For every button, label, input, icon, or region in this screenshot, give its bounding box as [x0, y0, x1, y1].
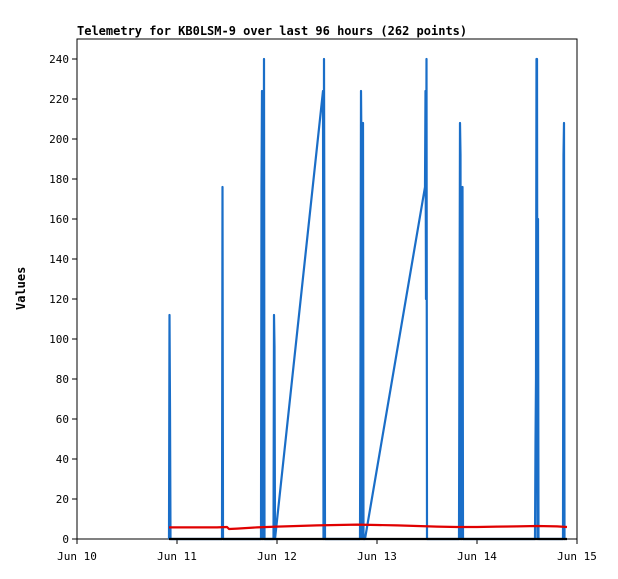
x-tick-label: Jun 11	[157, 550, 197, 563]
y-tick-label: 200	[49, 133, 69, 146]
series-group	[167, 57, 568, 541]
y-tick-label: 0	[62, 533, 69, 546]
y-tick-label: 80	[56, 373, 69, 386]
x-axis: Jun 10 Jun 11 Jun 12 Jun 13 Jun 14 Jun 15	[57, 539, 597, 563]
y-tick-label: 40	[56, 453, 69, 466]
x-tick-label: Jun 10	[57, 550, 97, 563]
y-axis: 0 20 40 60 80 100 120 140 160 180 200 220 240	[49, 53, 77, 546]
series-line-0	[167, 57, 566, 541]
y-tick-label: 60	[56, 413, 69, 426]
x-tick-label: Jun 14	[457, 550, 497, 563]
y-tick-label: 180	[49, 173, 69, 186]
y-tick-label: 160	[49, 213, 69, 226]
y-tick-label: 120	[49, 293, 69, 306]
y-tick-label: 100	[49, 333, 69, 346]
plot-frame	[76, 38, 578, 540]
x-tick-label: Jun 12	[257, 550, 297, 563]
y-tick-label: 140	[49, 253, 69, 266]
y-tick-label: 20	[56, 493, 69, 506]
x-tick-label: Jun 15	[557, 550, 597, 563]
series-line-1	[169, 523, 568, 531]
y-tick-label: 240	[49, 53, 69, 66]
x-tick-label: Jun 13	[357, 550, 397, 563]
chart-title: Telemetry for KB0LSM-9 over last 96 hour…	[77, 24, 468, 38]
y-tick-label: 220	[49, 93, 69, 106]
